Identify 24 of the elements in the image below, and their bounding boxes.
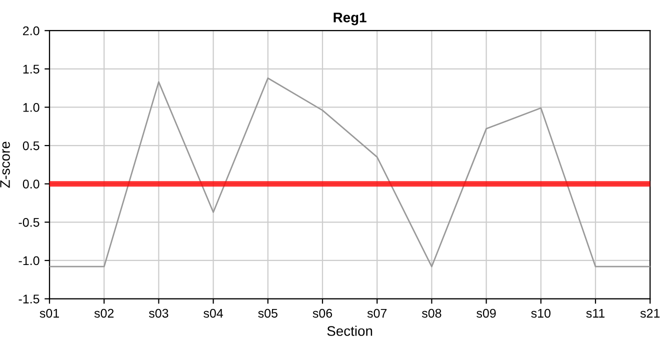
x-tick-label: s07	[367, 308, 387, 318]
line-series	[50, 77, 650, 268]
y-tick-label: 1.0	[23, 103, 40, 112]
x-tick-label: s02	[94, 308, 114, 318]
x-tick-label: s21	[640, 308, 660, 318]
y-tick-label: 1.5	[23, 64, 40, 74]
y-tick-label: -0.5	[18, 218, 40, 227]
y-tick-label: 0.5	[22, 141, 40, 150]
x-tick-label: s11	[586, 308, 605, 318]
y-tick-label: -1.0	[18, 256, 40, 266]
y-tick-label: 2.0	[23, 26, 40, 36]
x-tick-label: s09	[476, 308, 496, 318]
x-tick-label: s10	[531, 308, 550, 318]
x-tick-label: s08	[422, 308, 442, 318]
x-tick-label: s06	[312, 308, 332, 318]
x-axis-title: Section	[327, 326, 372, 336]
x-tick-label: s01	[40, 308, 59, 318]
x-tick-label: s03	[148, 308, 168, 318]
x-tick-label: s04	[204, 308, 224, 318]
y-tick-label: 0.0	[22, 180, 40, 189]
y-tick-label: -1.5	[18, 294, 40, 304]
y-axis-title: Z-score	[0, 142, 10, 188]
x-tick-label: s05	[258, 308, 278, 318]
chart-title: Reg1	[334, 12, 366, 26]
